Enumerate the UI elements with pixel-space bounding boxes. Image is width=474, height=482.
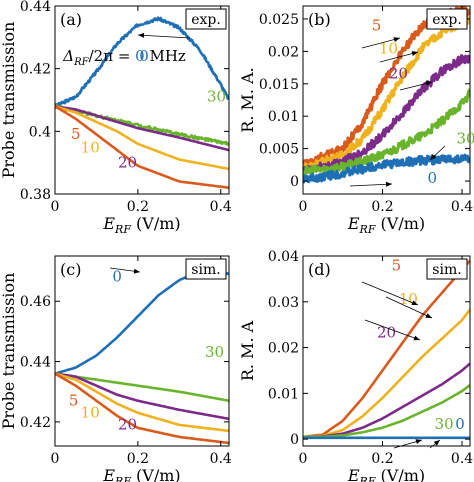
series-line-10: [55, 105, 229, 171]
series-label-20: 20: [118, 153, 137, 171]
x-tick-label: 0: [51, 199, 60, 215]
panel-letter: (c): [60, 260, 81, 279]
series-line-10: [303, 16, 470, 173]
series-line-10: [303, 308, 470, 439]
series-label-20: 20: [118, 415, 137, 433]
series-label-10: 10: [81, 139, 100, 157]
x-tick-label: 0.2: [127, 199, 149, 215]
series-label-0: 0: [112, 268, 122, 286]
x-tick-label: 0.4: [451, 199, 473, 215]
plot-frame: [302, 255, 471, 447]
series-line-5: [55, 372, 229, 445]
series-label-5: 5: [69, 391, 79, 409]
series-label-5: 5: [392, 257, 402, 275]
series-line-30: [55, 372, 229, 403]
panel-tag: exp.: [432, 12, 462, 28]
y-tick-label: 0.46: [20, 294, 51, 310]
y-tick-label: 0.01: [268, 109, 299, 125]
y-tick-label: 0.02: [268, 341, 299, 357]
x-tick-label: 0.4: [210, 451, 232, 467]
panel-tag: exp.: [191, 12, 221, 28]
series-line-0: [303, 153, 470, 184]
series-label-30: 30: [435, 415, 454, 433]
x-axis-label: ERF (V/m): [347, 214, 425, 236]
y-tick-label: 0.4: [29, 124, 51, 140]
y-tick-label: 0.02: [268, 44, 299, 60]
y-tick-label: 0.44: [20, 355, 51, 371]
y-tick-label: 0.03: [268, 295, 299, 311]
series-label-5: 5: [71, 125, 81, 143]
series-label-10: 10: [399, 290, 418, 308]
series-line-5: [303, 259, 470, 439]
x-tick-label: 0: [299, 199, 308, 215]
x-tick-label: 0: [51, 451, 60, 467]
series-label-10: 10: [379, 39, 398, 57]
x-tick-label: 0.2: [371, 199, 393, 215]
plot-frame: [54, 5, 230, 195]
plot-frame: [302, 5, 471, 195]
y-axis-label: R. M. A.: [238, 67, 257, 132]
y-tick-label: 0: [290, 174, 299, 190]
series-label-30: 30: [205, 343, 224, 361]
x-axis-label: ERF (V/m): [102, 214, 180, 236]
series-line-20: [55, 372, 229, 421]
y-tick-label: 0.44: [20, 0, 51, 15]
series-label-0: 0: [139, 47, 149, 65]
x-tick-label: 0.4: [210, 199, 232, 215]
series-line-20: [55, 105, 229, 152]
y-tick-label: 0.015: [259, 77, 299, 93]
y-tick-label: 0.42: [20, 415, 51, 431]
series-label-20: 20: [389, 65, 408, 83]
detuning-annotation: ΔRF/2π = 0 MHz: [62, 47, 186, 68]
series-line-30: [303, 384, 470, 439]
label-arrows: [109, 32, 446, 449]
y-tick-label: 0.005: [259, 142, 299, 158]
panel-tag: sim.: [191, 262, 220, 278]
x-tick-label: 0.2: [127, 451, 149, 467]
panel-d: 0 0.2 0.4 0 0.01 0.02 0.03 0.04 ERF (V/m) R. M. A…: [238, 249, 473, 482]
series-label-0: 0: [427, 169, 437, 187]
series-label-20: 20: [377, 323, 396, 341]
y-tick-label: 0.04: [268, 249, 299, 265]
series-line-0: [55, 16, 229, 109]
series-label-10: 10: [81, 403, 100, 421]
y-axis-label: Probe transmission: [0, 273, 18, 430]
panel-letter: (a): [60, 10, 82, 29]
y-axis-label: Probe transmission: [0, 22, 18, 179]
series-line-10: [55, 372, 229, 433]
panel-b: 0 0.2 0.4 0 0.005 0.01 0.015 0.02 0.025 ERF (V/m)…: [238, 5, 474, 236]
x-tick-label: 0.2: [371, 451, 393, 467]
panel-tag: sim.: [432, 262, 461, 278]
y-tick-label: 0.01: [268, 386, 299, 402]
series-label-30: 30: [456, 129, 474, 147]
panel-letter: (d): [308, 260, 331, 279]
x-axis-label: ERF (V/m): [347, 466, 425, 482]
panel-a: 0 0.2 0.4 0.38 0.4 0.42 0.44 ERF (V/m) Probe tra…: [0, 0, 232, 236]
plot-frame: [54, 255, 230, 447]
y-tick-label: 0.025: [259, 12, 299, 28]
y-axis-label: R. M. A: [238, 320, 257, 381]
x-tick-label: 0: [299, 451, 308, 467]
x-tick-label: 0.4: [451, 451, 473, 467]
series-line-5: [55, 105, 229, 189]
series-line-30: [303, 88, 470, 176]
series-label-5: 5: [372, 17, 382, 35]
y-tick-label: 0.38: [20, 187, 51, 203]
series-label-30: 30: [207, 88, 226, 106]
panel-c: 0 0.2 0.4 0.42 0.44 0.46 ERF (V/m) Probe transm…: [0, 255, 232, 482]
series-line-0: [55, 269, 229, 375]
panel-letter: (b): [308, 10, 331, 29]
y-tick-label: 0: [290, 432, 299, 448]
x-axis-label: ERF (V/m): [102, 466, 180, 482]
y-tick-label: 0.42: [20, 62, 51, 78]
series-label-0: 0: [455, 415, 465, 433]
